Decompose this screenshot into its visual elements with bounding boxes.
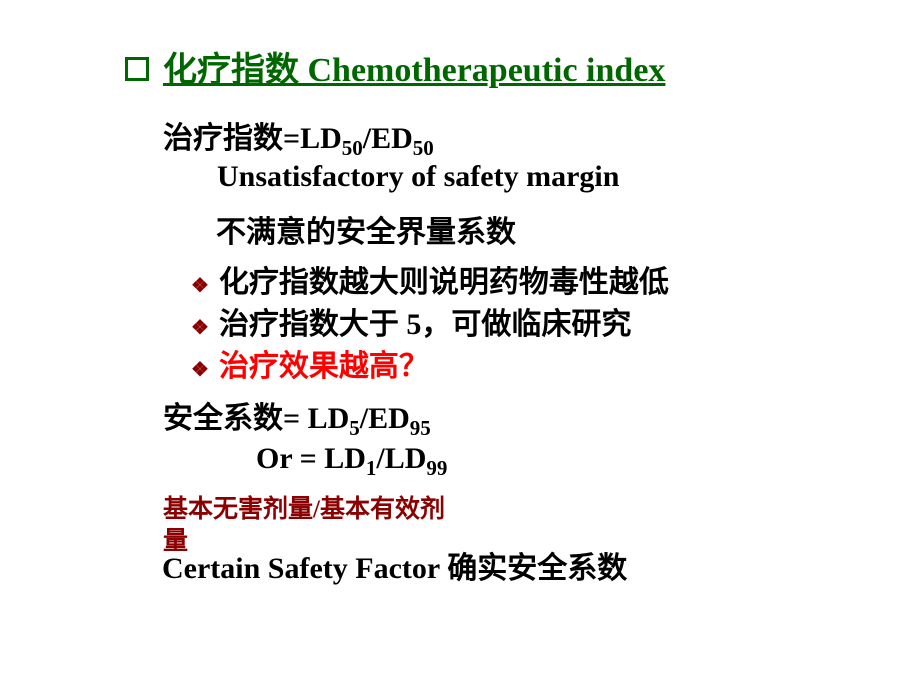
l5p: Or = LD: [256, 442, 366, 475]
slide: 化疗指数 Chemotherapeutic index 治疗指数=LD50/ED…: [0, 0, 920, 690]
b3t: 治疗效果越高？: [219, 350, 429, 383]
b1t: 化疗指数越大则说明药物毒性越低: [219, 266, 669, 299]
l5s2: 99: [426, 456, 447, 480]
diamond-icon: ❖: [191, 315, 209, 340]
title-row: 化疗指数 Chemotherapeutic index: [125, 42, 665, 91]
l1p2: /ED: [363, 122, 413, 155]
title-en: Chemotherapeutic index: [299, 52, 665, 89]
l1s1: 50: [342, 136, 363, 160]
unsat-en: Unsatisfactory of safety margin: [217, 160, 619, 194]
bullet-row-2: ❖ 治疗指数大于 5，可做临床研究: [191, 299, 631, 343]
safety-factor-formula: 安全系数= LD5/ED95: [163, 393, 431, 441]
basic-harmless-line1: 基本无害剂量/基本有效剂: [163, 489, 445, 525]
l4p: 安全系数= LD: [163, 402, 349, 435]
l1s2: 50: [413, 136, 434, 160]
safety-factor-or: Or = LD1/LD99: [256, 442, 447, 481]
title-zh: 化疗指数: [163, 52, 299, 89]
l5m: /LD: [376, 442, 426, 475]
l4s2: 95: [410, 416, 431, 440]
b2t: 治疗指数大于 5，可做临床研究: [219, 308, 632, 341]
unsat-zh: 不满意的安全界量系数: [216, 207, 516, 251]
certain-safety-factor: Certain Safety Factor 确实安全系数: [162, 543, 627, 587]
l4s1: 5: [349, 416, 360, 440]
l1p1: 治疗指数=LD: [163, 122, 342, 155]
l4m: /ED: [360, 402, 410, 435]
bullet-row-3: ❖ 治疗效果越高？: [191, 341, 429, 385]
bullet-row-1: ❖ 化疗指数越大则说明药物毒性越低: [191, 257, 669, 301]
therapeutic-index-formula: 治疗指数=LD50/ED50: [163, 113, 434, 161]
square-bullet-icon: [125, 57, 149, 81]
l5s1: 1: [366, 456, 377, 480]
slide-title: 化疗指数 Chemotherapeutic index: [163, 42, 665, 91]
diamond-icon: ❖: [191, 273, 209, 298]
diamond-icon: ❖: [191, 357, 209, 382]
